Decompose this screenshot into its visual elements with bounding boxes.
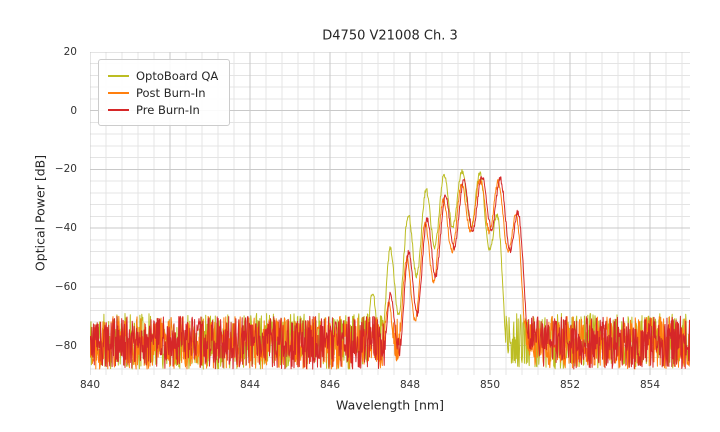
legend: OptoBoard QA Post Burn-In Pre Burn-In	[98, 59, 231, 126]
legend-line-swatch-post-burn-in	[108, 91, 129, 94]
x-tick-label: 844	[239, 379, 261, 391]
legend-label: OptoBoard QA	[136, 68, 219, 83]
x-tick-label: 842	[159, 379, 181, 391]
legend-label: Pre Burn-In	[136, 102, 200, 117]
x-axis-label: Wavelength [nm]	[336, 397, 444, 413]
series-trace	[90, 176, 690, 370]
legend-item: Post Burn-In	[108, 84, 218, 101]
x-tick-label: 848	[399, 379, 421, 391]
x-tick-label: 846	[319, 379, 341, 391]
x-tick-label: 852	[559, 379, 581, 391]
y-tick-label: −20	[54, 163, 77, 176]
y-axis-tick-labels: 20 0 −20 −40 −60 −80	[0, 46, 84, 375]
legend-line-swatch-optoboard-qa	[108, 74, 129, 77]
y-tick-label: 20	[63, 46, 77, 58]
x-tick-label: 854	[639, 379, 661, 391]
y-tick-label: −80	[54, 339, 77, 352]
legend-item: Pre Burn-In	[108, 101, 218, 118]
legend-item: OptoBoard QA	[108, 67, 218, 84]
legend-line-swatch-pre-burn-in	[108, 108, 129, 111]
plot-area: OptoBoard QA Post Burn-In Pre Burn-In	[90, 52, 690, 375]
x-axis-tick-labels: 840 842 844 846 848 850 852 854	[0, 379, 720, 395]
y-tick-label: −60	[54, 280, 77, 293]
x-tick-label: 840	[79, 379, 101, 391]
chart-title: D4750 V21008 Ch. 3	[322, 28, 458, 44]
y-tick-label: 0	[70, 104, 77, 117]
x-tick-label: 850	[479, 379, 501, 391]
legend-label: Post Burn-In	[136, 85, 206, 100]
y-tick-label: −40	[54, 222, 77, 235]
